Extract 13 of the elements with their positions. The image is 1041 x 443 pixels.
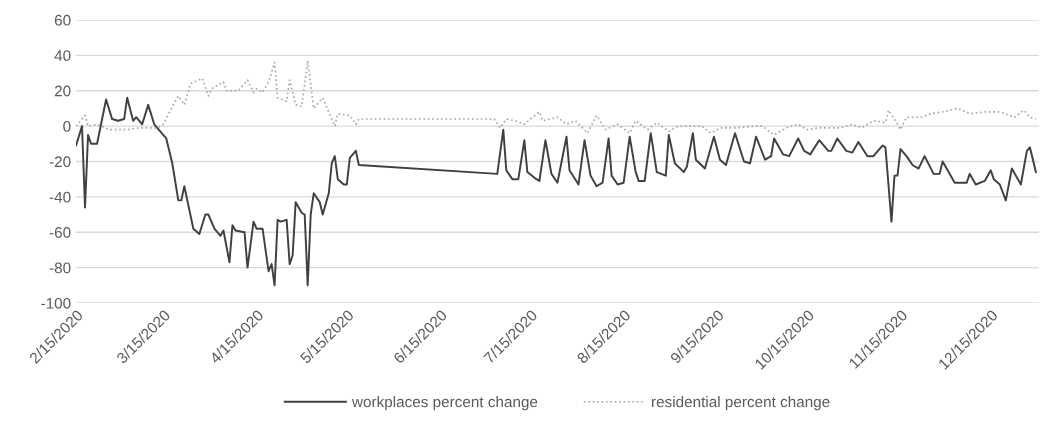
y-tick-label: -60 [49, 227, 71, 238]
line-series [75, 96, 1037, 287]
y-tick-label: -80 [49, 262, 71, 274]
y-tick-label: 40 [54, 50, 71, 62]
legend-label: workplaces percent change [351, 396, 538, 411]
y-tick-label: 60 [54, 14, 71, 26]
line-series [75, 59, 1037, 136]
y-tick-label: -40 [49, 191, 71, 203]
y-tick-label: -100 [41, 297, 71, 309]
y-tick-label: 0 [63, 120, 71, 132]
legend-label: residential percent change [652, 396, 830, 411]
y-tick-label: -20 [49, 156, 71, 168]
y-tick-label: 20 [54, 85, 71, 97]
